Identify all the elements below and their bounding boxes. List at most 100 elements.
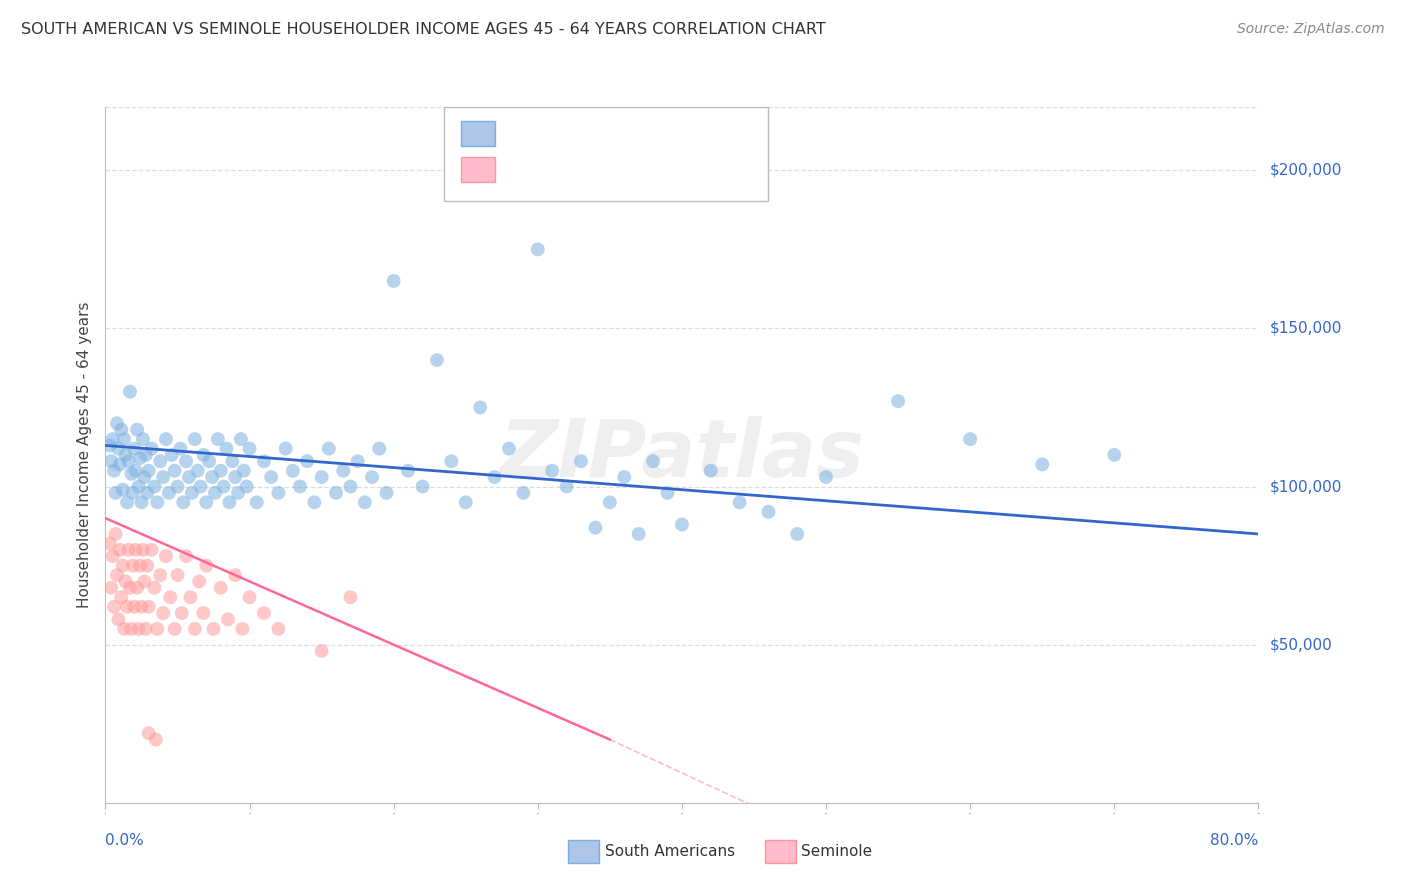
Point — [163, 622, 186, 636]
Point — [217, 612, 239, 626]
Point — [125, 464, 148, 478]
Point — [468, 401, 492, 415]
Point — [146, 622, 169, 636]
Point — [260, 470, 283, 484]
Point — [129, 558, 152, 573]
Point — [212, 479, 235, 493]
Point — [172, 495, 194, 509]
Point — [585, 521, 607, 535]
Point — [815, 470, 838, 484]
Point — [512, 486, 534, 500]
Point — [184, 432, 207, 446]
Point — [756, 505, 779, 519]
Text: $100,000: $100,000 — [1270, 479, 1341, 494]
Point — [177, 470, 200, 484]
Point — [786, 527, 808, 541]
Point — [110, 591, 132, 605]
Text: 80.0%: 80.0% — [1211, 833, 1258, 848]
Point — [202, 622, 225, 636]
Point — [231, 622, 253, 636]
Point — [98, 536, 121, 550]
Point — [141, 542, 163, 557]
Point — [104, 486, 127, 500]
Point — [124, 442, 146, 456]
Point — [218, 495, 240, 509]
Point — [105, 568, 128, 582]
Point — [155, 432, 177, 446]
Point — [117, 542, 139, 557]
Point — [188, 574, 211, 589]
Point — [159, 591, 181, 605]
Point — [166, 568, 188, 582]
Point — [187, 464, 209, 478]
Point — [1031, 458, 1053, 472]
Point — [627, 527, 650, 541]
Point — [498, 442, 520, 456]
Point — [295, 454, 318, 468]
Point — [526, 243, 548, 257]
Point — [155, 549, 177, 563]
Text: R =: R = — [501, 127, 534, 141]
Point — [138, 464, 160, 478]
Point — [193, 606, 215, 620]
Point — [569, 454, 592, 468]
Point — [484, 470, 506, 484]
Text: ZIPatlas: ZIPatlas — [499, 416, 865, 494]
Point — [184, 622, 207, 636]
Point — [138, 726, 160, 740]
Point — [103, 599, 125, 614]
Point — [110, 423, 132, 437]
Point — [239, 591, 262, 605]
Text: SOUTH AMERICAN VS SEMINOLE HOUSEHOLDER INCOME AGES 45 - 64 YEARS CORRELATION CHA: SOUTH AMERICAN VS SEMINOLE HOUSEHOLDER I… — [21, 22, 825, 37]
Point — [108, 542, 131, 557]
Point — [454, 495, 477, 509]
Point — [239, 442, 262, 456]
Text: 108: 108 — [623, 127, 655, 141]
Point — [671, 517, 693, 532]
Point — [114, 574, 136, 589]
Point — [115, 599, 138, 614]
Point — [107, 442, 129, 456]
Text: -0.421: -0.421 — [533, 162, 588, 177]
Point — [118, 581, 141, 595]
Point — [1102, 448, 1125, 462]
Point — [426, 353, 449, 368]
Point — [232, 464, 254, 478]
Text: 56: 56 — [623, 162, 644, 177]
Text: N =: N = — [592, 162, 626, 177]
Point — [657, 486, 679, 500]
Point — [136, 558, 159, 573]
Point — [180, 486, 202, 500]
Point — [346, 454, 368, 468]
Point — [115, 495, 138, 509]
Point — [195, 558, 218, 573]
Point — [132, 542, 155, 557]
Point — [396, 464, 419, 478]
Point — [166, 479, 188, 493]
Point — [440, 454, 463, 468]
Point — [121, 486, 143, 500]
Text: -0.140: -0.140 — [533, 127, 588, 141]
Point — [332, 464, 354, 478]
Point — [120, 467, 142, 481]
Point — [170, 606, 193, 620]
Text: R =: R = — [501, 162, 534, 177]
Point — [198, 454, 221, 468]
Point — [108, 458, 131, 472]
Point — [169, 442, 191, 456]
Point — [339, 479, 361, 493]
Point — [274, 442, 297, 456]
Point — [114, 448, 136, 462]
Point — [134, 470, 156, 484]
Text: Source: ZipAtlas.com: Source: ZipAtlas.com — [1237, 22, 1385, 37]
Point — [132, 432, 155, 446]
Point — [613, 470, 636, 484]
Point — [375, 486, 398, 500]
Text: $150,000: $150,000 — [1270, 321, 1341, 336]
Point — [229, 432, 252, 446]
Text: South Americans: South Americans — [605, 845, 735, 859]
Point — [215, 442, 238, 456]
Point — [728, 495, 751, 509]
Point — [131, 495, 153, 509]
Point — [124, 599, 146, 614]
